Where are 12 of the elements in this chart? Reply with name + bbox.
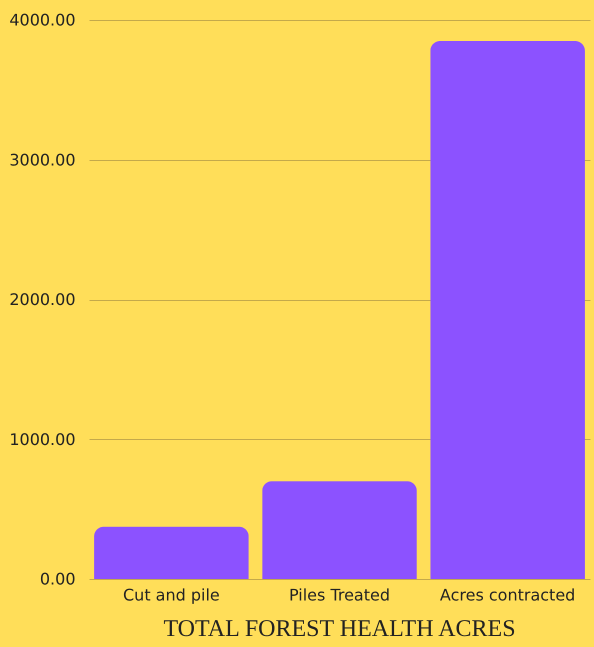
bar — [262, 481, 417, 579]
x-tick-label: Piles Treated — [288, 586, 390, 604]
y-tick-label: 0.00 — [40, 570, 76, 588]
x-tick-label: Acres contracted — [440, 586, 576, 604]
bar — [94, 526, 249, 579]
y-tick-label: 1000.00 — [9, 430, 76, 449]
text: TOTAL FOREST HEALTH ACRES — [163, 616, 516, 642]
y-tick-label: 2000.00 — [9, 290, 76, 309]
x-tick-label: Cut and pile — [123, 586, 220, 604]
bar — [430, 40, 585, 579]
y-tick-label: 3000.00 — [9, 150, 76, 170]
y-tick-label: 4000.00 — [9, 10, 76, 30]
